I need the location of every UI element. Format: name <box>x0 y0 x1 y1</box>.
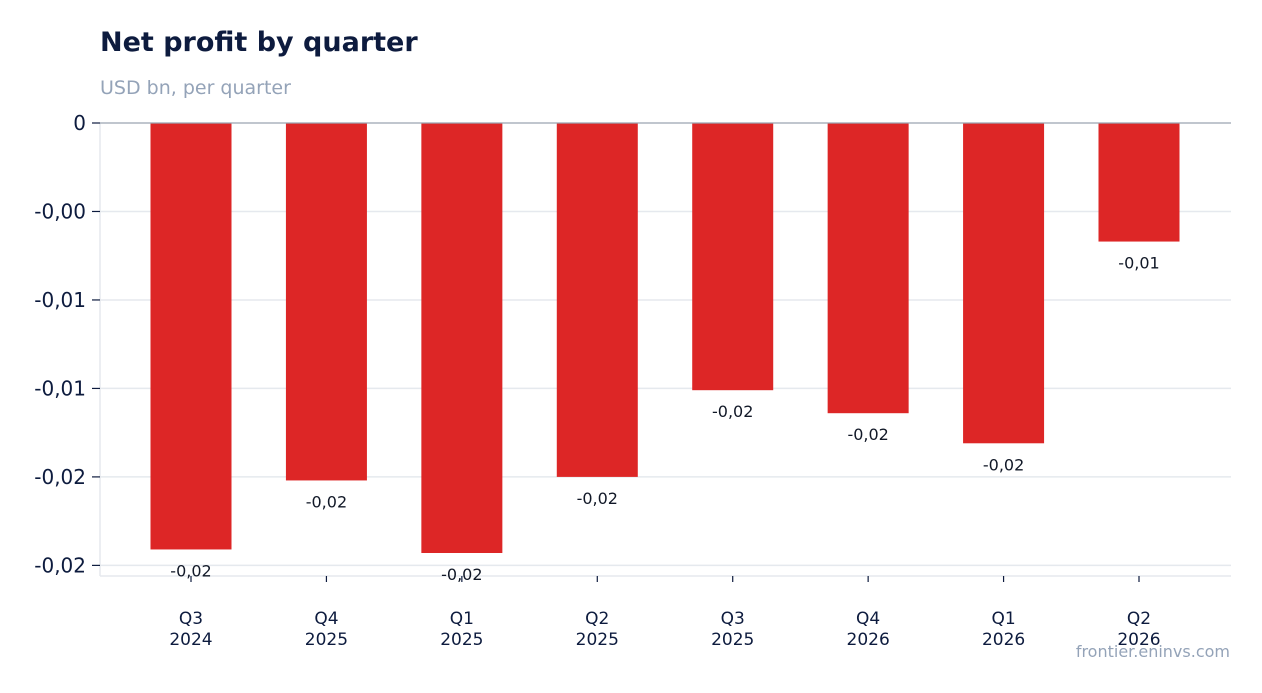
bar <box>421 123 503 553</box>
x-tick-label: Q4 2026 <box>847 609 890 650</box>
y-tick-label: -0,02 <box>34 553 86 577</box>
data-label: -0,02 <box>712 402 753 421</box>
data-label: -0,02 <box>847 425 888 444</box>
bar <box>556 123 638 477</box>
bar <box>827 123 909 414</box>
data-label: -0,02 <box>577 489 618 508</box>
bar <box>285 123 367 481</box>
x-tick-label: Q2 2026 <box>1117 609 1160 650</box>
x-tick-label: Q4 2025 <box>305 609 348 650</box>
y-tick-label: -0,00 <box>34 199 86 223</box>
y-tick-label: -0,01 <box>34 288 86 312</box>
data-label: -0,02 <box>441 565 482 584</box>
x-tick-label: Q3 2024 <box>169 609 212 650</box>
bar <box>963 123 1045 444</box>
x-tick-label: Q3 2025 <box>711 609 754 650</box>
data-label: -0,02 <box>983 455 1024 474</box>
data-label: -0,02 <box>170 561 211 580</box>
bar <box>1098 123 1180 242</box>
y-tick-label: -0,02 <box>34 465 86 489</box>
bar <box>150 123 232 550</box>
y-tick-label: 0 <box>73 111 86 135</box>
x-tick-label: Q1 2026 <box>982 609 1025 650</box>
chart-title: Net profit by quarter <box>100 27 418 58</box>
data-label: -0,01 <box>1118 254 1159 273</box>
y-tick-label: -0,01 <box>34 376 86 400</box>
x-tick-label: Q1 2025 <box>440 609 483 650</box>
x-tick-label: Q2 2025 <box>576 609 619 650</box>
chart-subtitle: USD bn, per quarter <box>100 77 291 99</box>
data-label: -0,02 <box>306 492 347 511</box>
bar <box>692 123 774 391</box>
source-credit: frontier.eninvs.com <box>1075 642 1230 661</box>
